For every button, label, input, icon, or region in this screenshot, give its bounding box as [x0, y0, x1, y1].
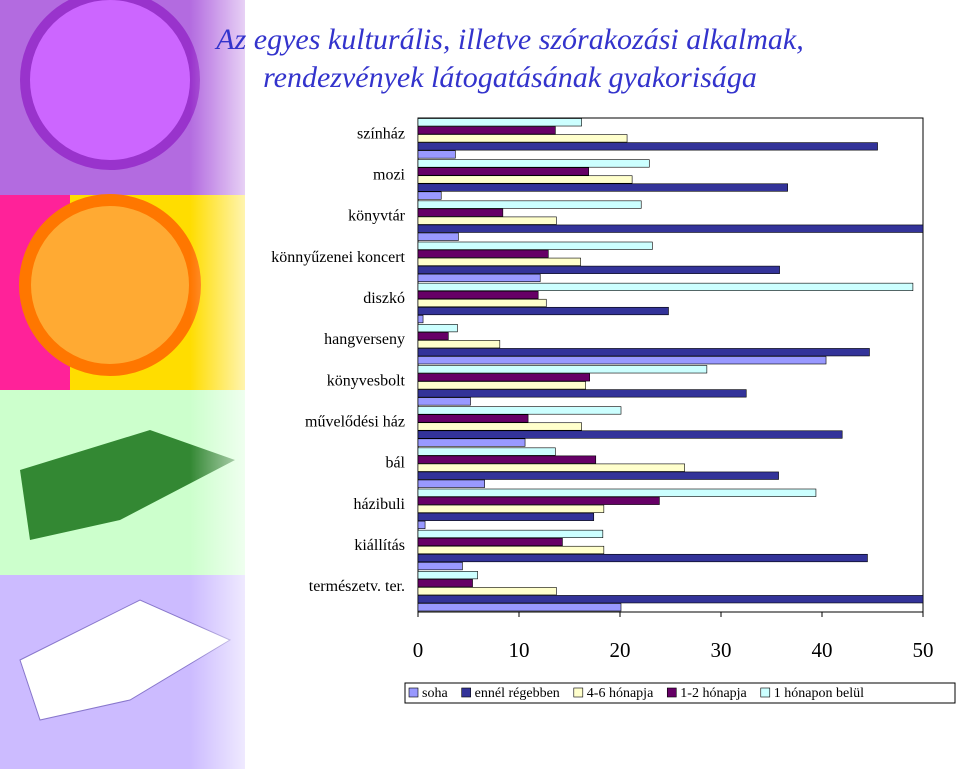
bar — [417, 529, 604, 539]
category-label: könnyűzenei koncert — [271, 249, 405, 266]
bar — [417, 365, 708, 374]
bar — [417, 520, 426, 529]
bar — [417, 414, 529, 423]
category-label: színház — [357, 125, 405, 142]
bar — [417, 200, 642, 209]
category-label: bál — [385, 455, 405, 472]
bar — [417, 595, 924, 604]
bar — [417, 175, 633, 184]
bar — [417, 463, 685, 472]
category-label: diszkó — [363, 290, 405, 307]
legend-swatch — [461, 687, 471, 698]
legend-label: 1-2 hónapja — [680, 686, 747, 701]
bar — [417, 389, 747, 398]
bar — [417, 422, 582, 431]
bar — [417, 579, 473, 588]
category-label: házibuli — [353, 496, 405, 513]
bar — [417, 134, 628, 143]
legend-swatch — [760, 687, 771, 698]
bar — [417, 142, 878, 151]
legend-label: soha — [422, 686, 448, 701]
x-tick-label: 0 — [413, 638, 424, 662]
bar — [417, 348, 870, 357]
category-label: természetv. ter. — [309, 578, 405, 595]
bar — [417, 373, 590, 382]
legend-swatch — [573, 687, 584, 698]
bar — [417, 504, 605, 513]
legend-label: 1 hónapon belül — [774, 686, 864, 701]
legend-swatch — [408, 687, 419, 698]
bar — [417, 241, 653, 250]
bar — [417, 118, 582, 127]
bar — [417, 314, 424, 324]
bar — [417, 332, 449, 341]
category-label: művelődési ház — [305, 413, 405, 430]
bar — [417, 455, 597, 464]
bar — [417, 553, 868, 563]
bar — [417, 273, 541, 282]
bar — [417, 216, 557, 225]
bar — [417, 183, 788, 192]
bar — [417, 447, 556, 456]
legend-swatch — [666, 687, 677, 698]
bar — [417, 282, 914, 291]
x-tick-label: 20 — [610, 638, 631, 662]
bar — [417, 159, 650, 168]
bar — [417, 587, 557, 596]
category-label: kiállítás — [354, 537, 405, 554]
collage — [0, 0, 270, 769]
bar — [417, 257, 581, 266]
bar — [417, 406, 622, 415]
plot-area — [417, 117, 924, 613]
legend-label: 4-6 hónapja — [587, 686, 654, 701]
x-tick-label: 50 — [913, 638, 934, 662]
bar — [417, 471, 779, 480]
bar — [417, 356, 827, 365]
bar — [417, 430, 843, 439]
bar — [417, 191, 442, 200]
bar — [417, 290, 539, 300]
legend — [404, 682, 956, 704]
x-tick-label: 10 — [509, 638, 530, 662]
bar — [417, 545, 605, 555]
bar — [417, 249, 549, 258]
bar — [417, 150, 456, 159]
bar — [417, 126, 556, 135]
x-tick-label: 40 — [812, 638, 833, 662]
x-tick-label: 30 — [711, 638, 732, 662]
bar — [417, 537, 563, 547]
bar — [417, 324, 458, 333]
bar — [417, 438, 526, 447]
bar — [417, 167, 589, 176]
legend-label: ennél régebben — [475, 686, 560, 701]
bar — [417, 298, 547, 308]
bar — [417, 306, 669, 316]
bar — [417, 561, 463, 571]
bar — [417, 340, 501, 349]
bar — [417, 571, 478, 580]
title-line: rendezvények látogatásának gyakorisága — [263, 61, 757, 94]
title-line: Az egyes kulturális, illetve szórakozási… — [214, 23, 803, 56]
category-label: hangverseny — [324, 331, 405, 348]
bar — [417, 397, 471, 406]
bar — [417, 224, 924, 233]
bar — [417, 265, 780, 274]
bar — [417, 512, 595, 521]
category-label: könyvtár — [348, 208, 406, 225]
bar — [417, 232, 459, 241]
bar — [417, 496, 660, 505]
category-label: könyvesbolt — [327, 372, 406, 389]
bar — [417, 603, 622, 612]
bar — [417, 381, 586, 390]
bar — [417, 208, 504, 217]
bar — [417, 479, 485, 488]
bar — [417, 488, 817, 497]
category-label: mozi — [373, 166, 406, 183]
